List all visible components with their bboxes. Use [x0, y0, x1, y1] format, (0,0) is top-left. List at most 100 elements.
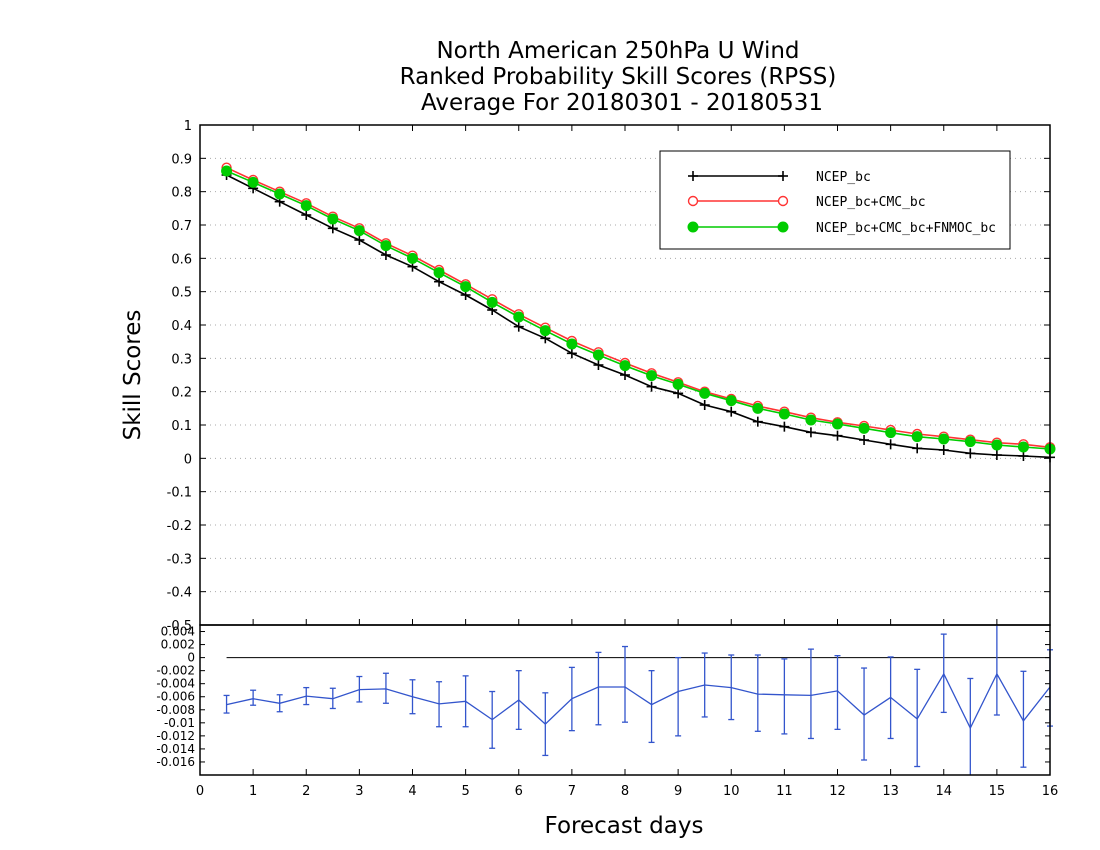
title-line-2: Ranked Probability Skill Scores (RPSS) [400, 64, 837, 90]
main-y-tick-label: 0.9 [171, 152, 192, 167]
marker-filled-circle [300, 200, 312, 212]
marker-plus [688, 171, 698, 181]
marker-plus [354, 235, 365, 245]
series-2 [221, 165, 1056, 455]
legend-item: NCEP_bc+CMC_bc [687, 195, 926, 210]
marker-filled-circle [1017, 441, 1029, 453]
marker-filled-circle [725, 395, 737, 407]
marker-filled-circle [619, 360, 631, 372]
main-y-tick-label: -0.3 [167, 552, 192, 567]
main-y-tick-label: 0.2 [171, 386, 192, 401]
error-bar [754, 654, 761, 732]
main-series [221, 162, 1056, 463]
error-bar [781, 658, 788, 735]
marker-plus [859, 435, 870, 445]
marker-filled-circle [885, 427, 897, 439]
error-bar [675, 656, 682, 737]
marker-filled-circle [460, 281, 472, 293]
x-tick-label: 7 [568, 784, 576, 799]
marker-filled-circle [991, 439, 1003, 451]
x-tick-label: 5 [461, 784, 469, 799]
x-tick-label: 13 [882, 784, 899, 799]
marker-filled-circle [513, 311, 525, 323]
legend-item: NCEP_bc [688, 170, 871, 185]
marker-filled-circle [221, 165, 233, 177]
marker-filled-circle [274, 188, 286, 200]
marker-filled-circle [858, 422, 870, 434]
main-y-tick-label: 0.7 [171, 219, 192, 234]
difference-line [226, 672, 1051, 730]
main-y-tick-label: 0.3 [171, 352, 192, 367]
marker-plus [673, 388, 684, 399]
marker-plus [726, 406, 737, 417]
main-y-tick-label: -0.5 [167, 619, 192, 634]
x-tick-label: 8 [621, 784, 629, 799]
x-axis-label: Forecast days [545, 813, 704, 839]
legend-label: NCEP_bc+CMC_bc [816, 195, 926, 210]
marker-open-circle [777, 195, 789, 207]
marker-filled-circle [938, 433, 950, 445]
main-y-tick-label: 0.1 [171, 419, 192, 434]
marker-plus [301, 210, 312, 220]
x-tick-label: 6 [515, 784, 523, 799]
x-tick-label: 3 [355, 784, 363, 799]
marker-filled-circle [433, 267, 445, 279]
chart-title: North American 250hPa U Wind Ranked Prob… [400, 38, 837, 116]
marker-open-circle [687, 195, 699, 207]
legend-box [659, 150, 1011, 250]
error-bar [648, 670, 655, 744]
x-tick-label: 16 [1042, 784, 1059, 799]
marker-filled-circle [592, 349, 604, 361]
error-bar [595, 651, 602, 726]
marker-plus [380, 250, 391, 260]
diff-y-tick-label: -0.002 [156, 664, 195, 678]
title-line-3: Average For 20180301 - 20180531 [421, 90, 823, 116]
main-y-tick-labels: -0.4 -0.3 -0.2 -0.1 0 0.1 0.2 0.3 0.4 0.5 0.6 0.7 0.… [167, 119, 192, 634]
marker-filled-circle [486, 296, 498, 308]
marker-plus [779, 421, 790, 432]
diff-y-tick-label: 0.002 [161, 638, 195, 652]
marker-plus [752, 416, 763, 427]
main-y-tick-label: -0.4 [167, 586, 192, 601]
marker-plus [832, 430, 843, 441]
marker-filled-circle [687, 221, 699, 233]
marker-filled-circle [566, 338, 578, 350]
main-y-tick-label: 0.8 [171, 186, 192, 201]
diff-y-tick-label: 0.004 [161, 625, 195, 639]
diff-y-tick-label: -0.004 [156, 677, 195, 691]
marker-filled-circle [407, 252, 418, 264]
marker-filled-circle [805, 414, 817, 426]
marker-filled-circle [247, 176, 259, 188]
main-y-tick-label: 0.6 [171, 252, 192, 267]
x-tick-label: 14 [935, 784, 952, 799]
diff-y-tick-label: -0.006 [156, 690, 195, 704]
marker-filled-circle [353, 225, 365, 237]
marker-filled-circle [380, 240, 392, 252]
diff-y-tick-label: -0.016 [156, 755, 195, 769]
legend-label: NCEP_bc+CMC_bc+FNMOC_bc [816, 221, 996, 236]
marker-plus [938, 445, 949, 455]
main-y-tick-label: 1 [184, 119, 192, 134]
marker-filled-circle [672, 378, 684, 390]
marker-filled-circle [777, 221, 789, 233]
main-y-tick-label: 0.5 [171, 286, 192, 301]
marker-filled-circle [832, 418, 843, 430]
marker-plus [1018, 451, 1029, 461]
difference-series [223, 625, 1053, 775]
difference-panel-grid [200, 631, 1050, 763]
diff-y-tick-label: 0 [187, 651, 195, 665]
x-tick-label: 15 [989, 784, 1006, 799]
error-bar [807, 648, 814, 740]
marker-filled-circle [778, 408, 790, 420]
x-tick-label: 11 [776, 784, 793, 799]
error-bar [1020, 670, 1027, 768]
error-bar [622, 645, 628, 723]
marker-plus [620, 370, 630, 380]
marker-filled-circle [327, 213, 339, 225]
marker-plus [434, 276, 445, 287]
error-bar [250, 689, 257, 706]
marker-filled-circle [752, 402, 764, 414]
x-tick-label: 4 [408, 784, 416, 799]
diff-y-tick-label: -0.012 [156, 729, 195, 743]
